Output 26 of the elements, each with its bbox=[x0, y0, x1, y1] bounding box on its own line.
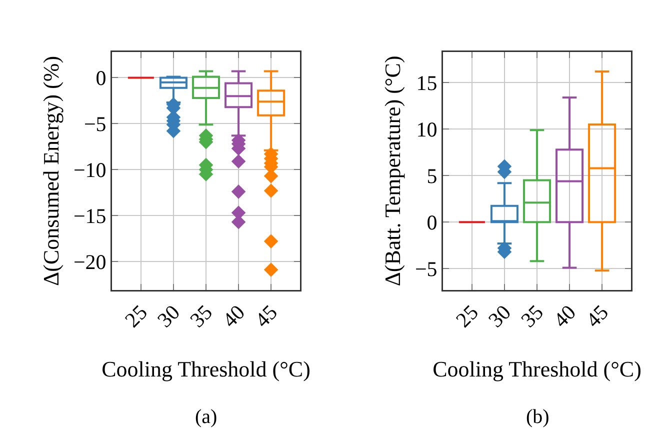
y-tick-label: 0 bbox=[426, 210, 438, 234]
x-tick-label: 25 bbox=[451, 300, 483, 332]
y-tick-label: 10 bbox=[416, 118, 438, 142]
y-tick-label: −5 bbox=[414, 256, 438, 281]
x-tick-label: 30 bbox=[484, 300, 516, 332]
y-axis-title: Δ(Batt. Temperature) (°C) bbox=[380, 56, 406, 286]
y-tick-label: 15 bbox=[416, 71, 438, 96]
x-tick-label: 35 bbox=[516, 300, 548, 332]
x-tick-label: 40 bbox=[218, 300, 250, 332]
x-axis-title: Cooling Threshold (°C) bbox=[102, 356, 310, 382]
x-tick-label: 40 bbox=[548, 300, 580, 332]
x-tick-label: 45 bbox=[250, 300, 282, 332]
y-tick-label: 0 bbox=[96, 66, 106, 90]
text: (a) bbox=[195, 406, 218, 428]
text: (b) bbox=[526, 406, 550, 428]
y-axis-title: Δ(Consumed Energy) (%) bbox=[38, 56, 64, 286]
y-tick-label: −20 bbox=[73, 250, 106, 274]
y-tick-label: −10 bbox=[73, 158, 106, 182]
x-tick-label: 35 bbox=[185, 300, 217, 332]
x-tick-label: 25 bbox=[120, 300, 152, 332]
y-tick-label: −5 bbox=[84, 112, 106, 136]
x-axis-title: Cooling Threshold (°C) bbox=[432, 356, 642, 382]
x-tick-label: 45 bbox=[581, 300, 614, 332]
y-tick-label: −15 bbox=[73, 204, 106, 228]
x-tick-label: 30 bbox=[152, 300, 184, 332]
y-tick-label: 5 bbox=[426, 164, 438, 188]
